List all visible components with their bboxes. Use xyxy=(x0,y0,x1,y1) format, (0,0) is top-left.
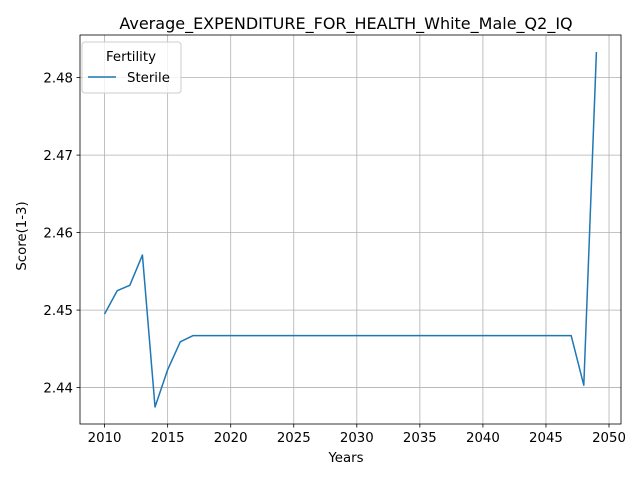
x-tick-label: 2020 xyxy=(214,431,248,446)
x-tick-label: 2015 xyxy=(151,431,185,446)
series-lines xyxy=(103,52,598,408)
plot-frame xyxy=(79,34,622,425)
y-tick-label: 2.47 xyxy=(43,149,73,164)
x-tick-label: 2050 xyxy=(592,431,626,446)
y-tick-label: 2.46 xyxy=(43,227,73,242)
x-axis-label: Years xyxy=(327,451,363,466)
legend: Fertility Sterile xyxy=(81,41,182,94)
legend-label-sterile: Sterile xyxy=(127,71,170,86)
axis-ticks: 2010 2015 2020 2025 2030 2035 2040 2045 2050 2.44… xyxy=(43,72,626,446)
grid-lines xyxy=(80,35,621,424)
y-axis-label: Score(1-3) xyxy=(15,201,30,270)
x-tick-label: 2045 xyxy=(529,431,563,446)
x-tick-label: 2030 xyxy=(340,431,374,446)
x-tick-label: 2025 xyxy=(277,431,311,446)
y-tick-label: 2.44 xyxy=(43,382,73,397)
legend-box xyxy=(81,41,182,94)
x-tick-label: 2035 xyxy=(403,431,437,446)
x-tick-label: 2040 xyxy=(466,431,500,446)
legend-title: Fertility xyxy=(106,50,156,65)
x-tick-label: 2010 xyxy=(88,431,122,446)
series-line-sterile xyxy=(103,52,598,408)
chart-title: Average_EXPENDITURE_FOR_HEALTH_White_Mal… xyxy=(119,14,572,34)
y-tick-label: 2.48 xyxy=(43,72,73,87)
y-tick-label: 2.45 xyxy=(43,304,73,319)
